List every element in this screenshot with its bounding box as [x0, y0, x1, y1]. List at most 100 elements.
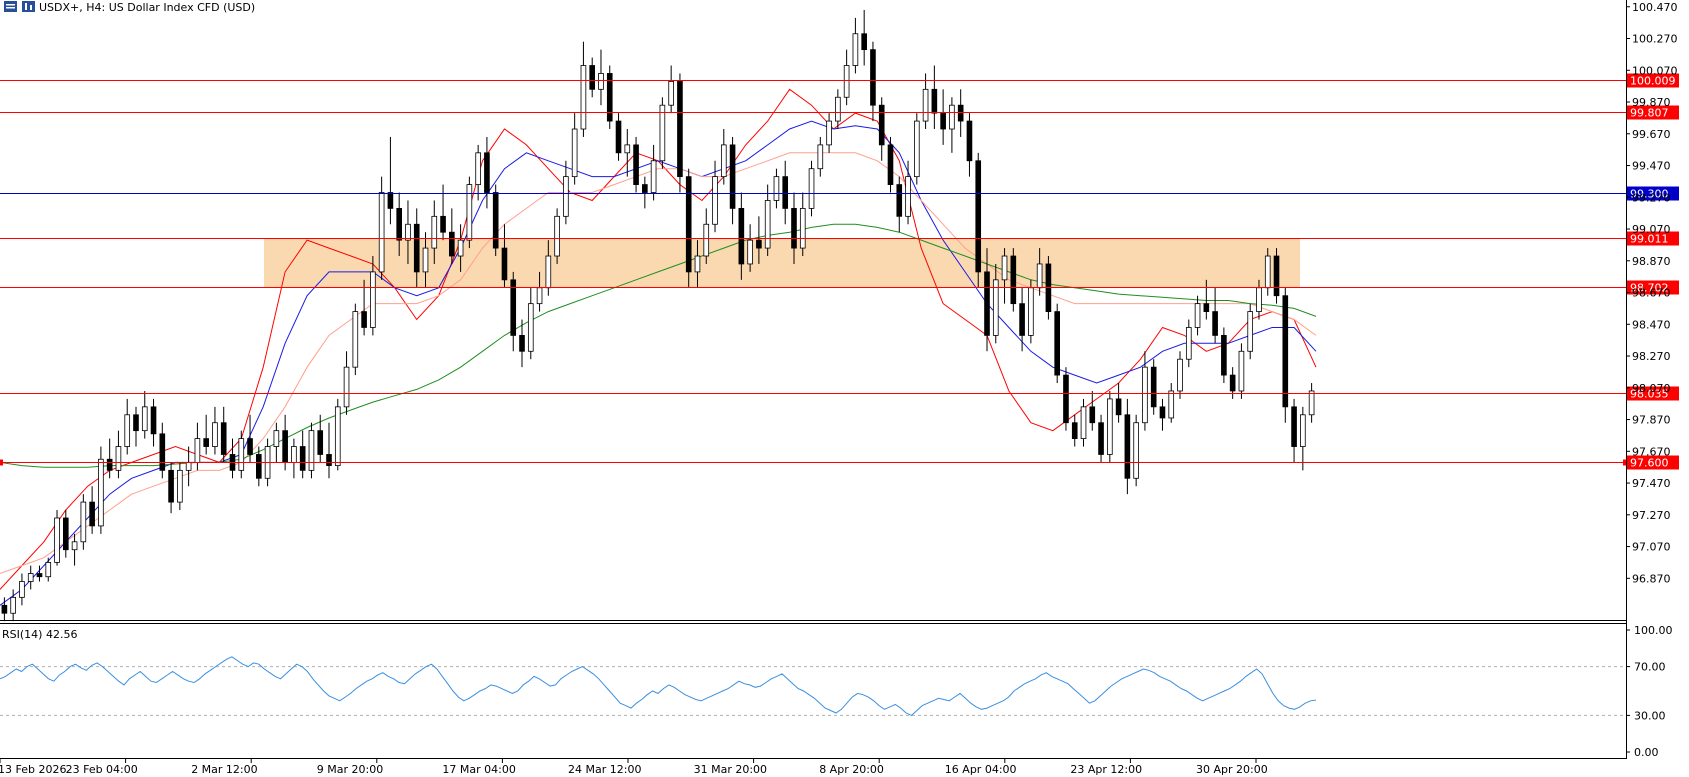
bull-candle-body — [422, 247, 429, 273]
time-tick-label: 17 Mar 04:00 — [442, 763, 515, 776]
bear-candle-body — [299, 446, 306, 471]
bull-candle-body — [536, 287, 543, 305]
chart-type-icon[interactable] — [22, 1, 35, 12]
candle — [150, 398, 157, 447]
candle — [843, 49, 850, 106]
bull-candle-body — [650, 160, 657, 193]
candle — [571, 113, 578, 185]
bear-candle-body — [282, 430, 288, 463]
candle — [1028, 279, 1034, 344]
level-label-box — [1627, 280, 1679, 295]
time-tick-label: 13 Feb 2026 — [0, 763, 66, 776]
candle — [168, 462, 174, 514]
bear-candle-body — [159, 433, 166, 471]
candle — [1221, 327, 1227, 384]
bull-candle-body — [378, 192, 385, 273]
candle — [1273, 248, 1280, 304]
price-tick-label: 97.870 — [1632, 414, 1671, 427]
candle — [922, 73, 929, 130]
bull-candle-body — [1256, 287, 1262, 312]
candle — [957, 89, 964, 137]
candle — [773, 168, 780, 209]
chart-menu-icon[interactable] — [4, 1, 17, 12]
candle — [1089, 390, 1096, 431]
candle — [791, 192, 797, 264]
candle — [1107, 390, 1113, 463]
bull-candle-body — [466, 184, 473, 241]
bull-candle-body — [124, 414, 131, 447]
price-tick-label: 100.070 — [1632, 64, 1678, 77]
bull-candle-body — [922, 88, 929, 122]
candle — [247, 414, 253, 463]
candle — [580, 41, 587, 137]
bull-candle-body — [1194, 303, 1201, 328]
price-tick-label: 99.870 — [1632, 96, 1671, 109]
candle — [519, 319, 525, 368]
candle — [422, 232, 429, 288]
candle — [1124, 398, 1131, 495]
price-axis: 100.470 100.270 100.070 99.870 99.670 99.470 9… — [1626, 1, 1678, 585]
candle — [361, 279, 367, 336]
candle — [80, 494, 87, 550]
bear-candle-body — [729, 144, 736, 209]
candle — [1098, 414, 1104, 463]
bull-candle-body — [799, 207, 806, 249]
bear-candle-body — [887, 144, 894, 185]
bull-candle-body — [98, 458, 104, 527]
bear-candle-body — [1273, 255, 1280, 297]
bear-candle-body — [615, 120, 622, 154]
candle — [71, 533, 78, 566]
candle — [835, 89, 841, 130]
candle — [738, 192, 745, 280]
candle — [527, 287, 534, 360]
level-label: 99.011 — [1630, 233, 1669, 246]
candle — [238, 430, 245, 479]
bull-candle-body — [1308, 390, 1315, 416]
candle — [45, 557, 52, 582]
bear-candle-body — [957, 104, 964, 122]
candle — [1, 597, 8, 622]
candle — [1168, 383, 1175, 423]
candle — [764, 184, 771, 257]
bull-candle-body — [1133, 422, 1139, 479]
bull-candle-body — [905, 176, 911, 217]
bull-candle-body — [659, 104, 666, 162]
candle — [203, 414, 209, 455]
price-tick-label: 98.270 — [1632, 350, 1671, 363]
rsi-label: RSI(14) 42.56 — [2, 628, 77, 641]
candle — [352, 303, 359, 376]
bull-candle-body — [238, 438, 245, 471]
candle — [457, 224, 464, 272]
bull-candle-body — [852, 33, 859, 66]
bull-candle-body — [703, 223, 710, 257]
bear-candle-body — [220, 422, 227, 455]
candle — [642, 176, 648, 209]
candle — [1054, 303, 1060, 384]
bull-candle-body — [992, 279, 999, 336]
candle — [98, 446, 104, 534]
bull-candle-body — [27, 573, 34, 582]
bear-candle-body — [1150, 366, 1157, 408]
candle — [887, 136, 894, 193]
candle — [177, 462, 183, 511]
candle — [501, 224, 508, 288]
candle — [141, 390, 148, 439]
bear-candle-body — [738, 207, 745, 265]
bear-candle-body — [685, 176, 692, 273]
bull-candle-body — [808, 168, 815, 209]
candle — [1308, 383, 1315, 423]
bull-candle-body — [475, 152, 481, 185]
candle — [1133, 414, 1139, 487]
price-tick-label: 97.470 — [1632, 477, 1671, 490]
bear-candle-body — [387, 192, 394, 209]
horizontal-levels: 100.009 99.807 99.300 99.011 98.702 98.035 97.… — [0, 73, 1679, 470]
candle — [852, 17, 859, 74]
candle — [896, 176, 903, 233]
bear-candle-body — [1291, 406, 1297, 447]
candle — [449, 208, 455, 264]
bull-candle-body — [141, 406, 148, 432]
bull-candle-body — [71, 541, 78, 551]
price-tick-label: 98.470 — [1632, 318, 1671, 331]
candle — [1001, 248, 1008, 304]
